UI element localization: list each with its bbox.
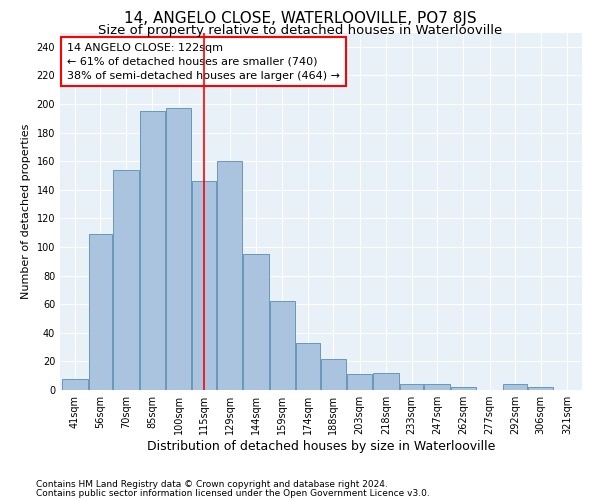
Bar	[269, 302, 295, 390]
Bar	[113, 170, 139, 390]
Bar	[217, 161, 242, 390]
Bar	[451, 387, 476, 390]
Bar	[166, 108, 191, 390]
Y-axis label: Number of detached properties: Number of detached properties	[21, 124, 31, 299]
Bar	[62, 378, 88, 390]
Text: Size of property relative to detached houses in Waterlooville: Size of property relative to detached ho…	[98, 24, 502, 37]
Bar	[373, 373, 398, 390]
Text: 14, ANGELO CLOSE, WATERLOOVILLE, PO7 8JS: 14, ANGELO CLOSE, WATERLOOVILLE, PO7 8JS	[124, 11, 476, 26]
Bar	[347, 374, 373, 390]
Bar	[424, 384, 449, 390]
Bar	[244, 254, 269, 390]
X-axis label: Distribution of detached houses by size in Waterlooville: Distribution of detached houses by size …	[147, 440, 495, 453]
Bar	[528, 387, 553, 390]
Text: Contains HM Land Registry data © Crown copyright and database right 2024.: Contains HM Land Registry data © Crown c…	[36, 480, 388, 489]
Bar	[503, 384, 527, 390]
Bar	[400, 384, 423, 390]
Bar	[320, 358, 346, 390]
Text: Contains public sector information licensed under the Open Government Licence v3: Contains public sector information licen…	[36, 489, 430, 498]
Bar	[296, 343, 320, 390]
Bar	[89, 234, 112, 390]
Bar	[140, 111, 165, 390]
Text: 14 ANGELO CLOSE: 122sqm
← 61% of detached houses are smaller (740)
38% of semi-d: 14 ANGELO CLOSE: 122sqm ← 61% of detache…	[67, 42, 340, 80]
Bar	[193, 181, 216, 390]
